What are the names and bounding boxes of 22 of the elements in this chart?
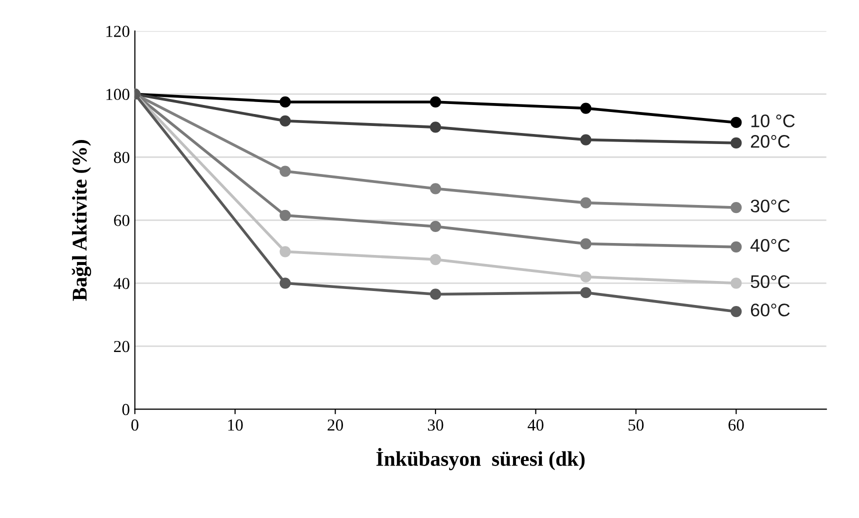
y-axis-title: Bağıl Aktivite (%) xyxy=(72,140,92,301)
x-tick-label: 40 xyxy=(528,419,544,431)
series-label: 60°C xyxy=(750,304,790,316)
y-tick-label: 100 xyxy=(106,88,130,100)
x-tick-label: 10 xyxy=(228,419,243,431)
y-tick-label: 120 xyxy=(106,26,130,38)
x-tick-label: 60 xyxy=(728,419,744,431)
y-tick-label: 80 xyxy=(114,152,130,164)
y-tick-label: 0 xyxy=(122,404,130,416)
x-tick-label: 0 xyxy=(131,419,138,431)
series-label: 30°C xyxy=(750,200,790,212)
x-tick-label: 20 xyxy=(328,419,343,431)
y-tick-label: 60 xyxy=(114,214,130,226)
series-label: 40°C xyxy=(750,238,790,252)
y-tick-label: 40 xyxy=(114,278,130,290)
series-label: 20°C xyxy=(750,135,790,148)
x-tick-label: 50 xyxy=(628,419,644,431)
x-tick-label: 30 xyxy=(428,419,444,431)
series-label: 50°C xyxy=(750,275,790,288)
series-label: 10 °C xyxy=(751,114,795,128)
y-tick-label: 20 xyxy=(114,340,130,352)
x-axis-title: İnkübasyon süresi (dk) xyxy=(376,448,585,470)
